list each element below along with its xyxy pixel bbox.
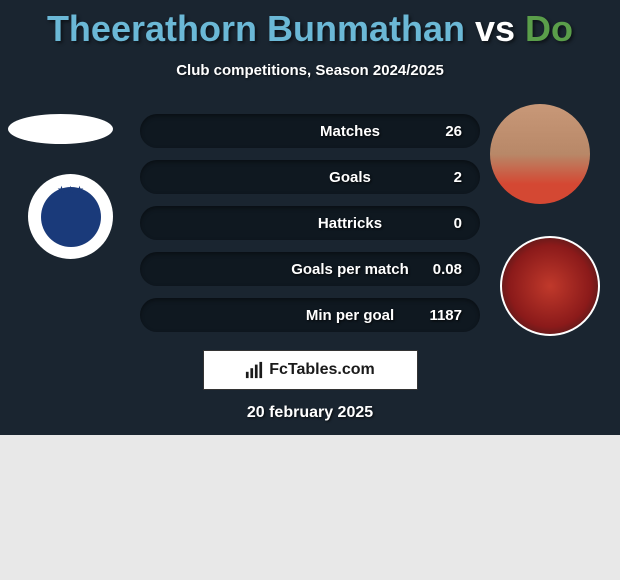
stat-row-matches: Matches 26 [140, 114, 480, 148]
stat-value: 2 [422, 169, 462, 186]
stat-value: 26 [422, 123, 462, 140]
stat-rows: Matches 26 Goals 2 Hattricks 0 Goals per… [140, 114, 480, 332]
subtitle: Club competitions, Season 2024/2025 [0, 62, 620, 79]
player1-name: Theerathorn Bunmathan [47, 8, 465, 49]
comparison-title: Theerathorn Bunmathan vs Do [0, 0, 620, 50]
stat-label: Goals per match [158, 261, 422, 278]
branding-text: FcTables.com [269, 361, 375, 379]
stat-value: 0.08 [422, 261, 462, 278]
stat-label: Min per goal [158, 307, 422, 324]
player2-crest [500, 236, 600, 336]
stat-row-gpm: Goals per match 0.08 [140, 252, 480, 286]
stat-row-mpg: Min per goal 1187 [140, 298, 480, 332]
stat-label: Hattricks [158, 215, 422, 232]
player1-avatar [8, 114, 113, 144]
stat-row-hattricks: Hattricks 0 [140, 206, 480, 240]
player2-avatar [490, 104, 590, 204]
stat-value: 1187 [422, 307, 462, 324]
crest-left-badge [41, 187, 101, 247]
date: 20 february 2025 [0, 404, 620, 422]
vs-text: vs [475, 8, 515, 49]
branding-badge: FcTables.com [203, 350, 418, 390]
stat-value: 0 [422, 215, 462, 232]
stat-row-goals: Goals 2 [140, 160, 480, 194]
stat-label: Matches [158, 123, 422, 140]
player1-crest [28, 174, 113, 259]
chart-icon [245, 361, 263, 379]
player2-name: Do [525, 8, 573, 49]
stats-container: Matches 26 Goals 2 Hattricks 0 Goals per… [0, 114, 620, 332]
stat-label: Goals [158, 169, 422, 186]
